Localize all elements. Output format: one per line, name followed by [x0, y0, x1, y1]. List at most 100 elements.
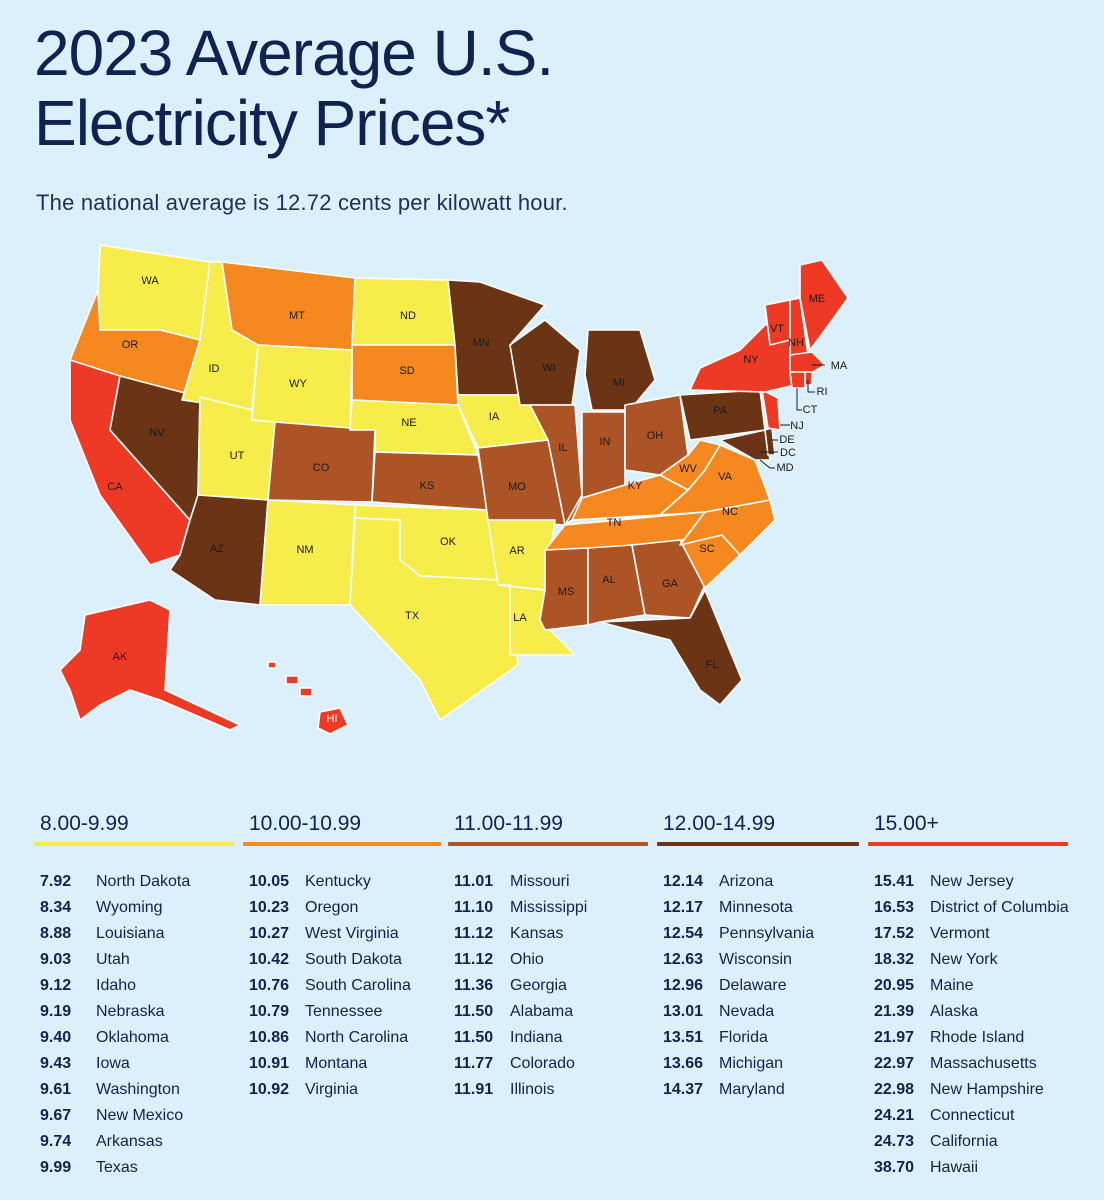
legend-row: 24.73 California	[868, 1129, 1068, 1155]
label-MO: MO	[508, 481, 526, 493]
legend-color-bar	[34, 842, 234, 846]
state-name: Nebraska	[96, 1003, 165, 1020]
price-value: 38.70	[874, 1159, 915, 1176]
label-IA: IA	[489, 411, 500, 423]
price-value: 8.88	[40, 925, 72, 942]
price-value: 15.41	[874, 873, 915, 890]
legend-row: 12.17 Minnesota	[657, 895, 859, 921]
state-name: District of Columbia	[930, 899, 1069, 916]
state-name: South Carolina	[305, 977, 411, 994]
price-value: 22.98	[874, 1081, 915, 1098]
legend-row: 7.92 North Dakota	[34, 869, 234, 895]
legend-list: 12.14 Arizona 12.17 Minnesota 12.54 Pennsylva…	[657, 869, 859, 1103]
state-name: Connecticut	[930, 1107, 1015, 1124]
label-KY: KY	[628, 480, 643, 492]
price-value: 11.01	[454, 873, 494, 890]
legend-row: 10.76 South Carolina	[243, 973, 441, 999]
legend-row: 24.21 Connecticut	[868, 1103, 1068, 1129]
state-name: Idaho	[96, 977, 137, 994]
legend-range-label: 15.00+	[874, 812, 939, 835]
price-value: 9.61	[40, 1081, 72, 1098]
state-WA	[97, 244, 211, 341]
label-NH: NH	[788, 337, 804, 349]
legend-column-tier3: 11.00-11.99 11.01 Missouri 11.10 Mississipp…	[448, 812, 648, 1103]
state-name: Maine	[930, 977, 974, 994]
legend-row: 13.66 Michigan	[657, 1051, 859, 1077]
state-MA	[789, 351, 826, 376]
legend-column-tier1: 8.00-9.99 7.92 North Dakota 8.34 Wyoming 8.8…	[34, 812, 234, 1181]
legend-row: 22.98 New Hampshire	[868, 1077, 1068, 1103]
state-name: New Jersey	[930, 873, 1014, 890]
state-name: North Dakota	[96, 873, 191, 890]
label-WY: WY	[289, 378, 307, 390]
price-value: 9.99	[40, 1159, 72, 1176]
price-value: 10.27	[249, 925, 290, 942]
label-MD: MD	[776, 462, 793, 474]
legend-range-label: 8.00-9.99	[40, 812, 129, 835]
state-ME	[799, 259, 849, 351]
label-ME: ME	[809, 293, 826, 305]
state-name: Georgia	[510, 977, 567, 994]
label-SD: SD	[399, 365, 414, 377]
legend-row: 11.77 Colorado	[448, 1051, 648, 1077]
label-MS: MS	[558, 586, 575, 598]
state-name: Tennessee	[305, 1003, 383, 1020]
price-value: 9.67	[40, 1107, 72, 1124]
subtitle: The national average is 12.72 cents per …	[36, 190, 568, 215]
state-WI	[509, 319, 581, 406]
legend-row: 12.96 Delaware	[657, 973, 859, 999]
label-OR: OR	[122, 339, 139, 351]
label-VT: VT	[770, 323, 784, 335]
label-ID: ID	[209, 363, 220, 375]
label-ND: ND	[400, 310, 416, 322]
state-name: Mississippi	[510, 899, 588, 916]
state-name: Iowa	[96, 1055, 130, 1072]
state-name: Rhode Island	[930, 1029, 1025, 1046]
page-title: 2023 Average U.S. Electricity Prices*	[34, 18, 554, 159]
state-IN	[581, 411, 626, 499]
legend-row: 11.36 Georgia	[448, 973, 648, 999]
state-AL	[587, 544, 646, 626]
legend-row: 11.10 Mississippi	[448, 895, 648, 921]
legend-color-bar	[657, 842, 859, 846]
legend-list: 10.05 Kentucky 10.23 Oregon 10.27 West Virgin…	[243, 869, 441, 1103]
legend-row: 14.37 Maryland	[657, 1077, 859, 1103]
state-name: North Carolina	[305, 1029, 409, 1046]
state-name: Florida	[719, 1029, 768, 1046]
price-value: 13.01	[663, 1003, 704, 1020]
label-MN: MN	[472, 337, 489, 349]
state-name: Arkansas	[96, 1133, 163, 1150]
label-DC: DC	[780, 447, 796, 459]
price-value: 10.42	[249, 951, 290, 968]
state-name: Texas	[96, 1159, 138, 1176]
state-name: Oregon	[305, 899, 359, 916]
legend-row: 9.74 Arkansas	[34, 1129, 234, 1155]
state-name: Colorado	[510, 1055, 575, 1072]
label-CA: CA	[107, 481, 123, 493]
legend-row: 11.50 Indiana	[448, 1025, 648, 1051]
legend-row: 17.52 Vermont	[868, 921, 1068, 947]
label-WV: WV	[679, 463, 697, 475]
legend-color-bar	[448, 842, 648, 846]
legend-row: 10.91 Montana	[243, 1051, 441, 1077]
legend-row: 12.14 Arizona	[657, 869, 859, 895]
price-value: 14.37	[663, 1081, 704, 1098]
state-name: West Virginia	[305, 925, 399, 942]
label-NJ: NJ	[790, 420, 803, 432]
label-WI: WI	[542, 362, 555, 374]
state-GA	[631, 539, 706, 619]
price-value: 10.92	[249, 1081, 290, 1098]
label-MI: MI	[613, 377, 625, 389]
price-value: 10.76	[249, 977, 290, 994]
price-value: 11.91	[454, 1081, 494, 1098]
state-name: California	[930, 1133, 998, 1150]
title-line-2: Electricity Prices*	[34, 87, 510, 159]
state-name: Arizona	[719, 873, 774, 890]
price-value: 13.66	[663, 1055, 704, 1072]
state-name: Pennsylvania	[719, 925, 815, 942]
label-AK: AK	[113, 651, 128, 663]
price-value: 24.21	[874, 1107, 915, 1124]
legend-list: 15.41 New Jersey 16.53 District of Columbia…	[868, 869, 1069, 1181]
price-value: 9.40	[40, 1029, 72, 1046]
label-GA: GA	[662, 578, 679, 590]
